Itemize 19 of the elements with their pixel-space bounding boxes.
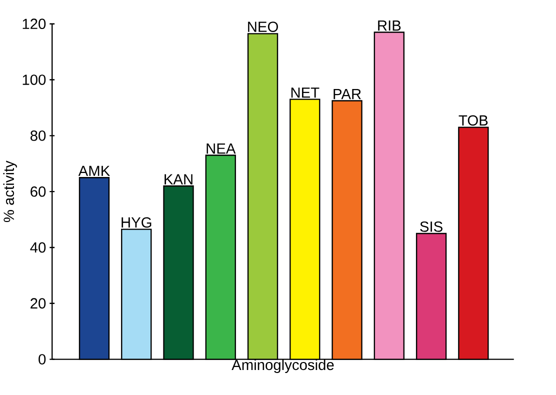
x-tick-label: TOB	[458, 115, 488, 126]
x-tick-label: SIS	[420, 221, 442, 232]
y-tick-label: 120	[22, 18, 46, 30]
y-tick-label: 0	[38, 354, 46, 364]
x-tick-label: KAN	[164, 174, 192, 184]
y-tick-label: 80	[30, 130, 46, 141]
x-tick-label: HYG	[122, 217, 152, 228]
y-tick-label: 60	[30, 186, 46, 197]
x-tick-label: PAR	[334, 88, 361, 100]
y-tick-label: 20	[30, 298, 46, 309]
x-tick-label: NEO	[248, 22, 278, 32]
y-axis-title: % activity	[3, 160, 17, 222]
x-tick-label: AMK	[78, 166, 110, 176]
y-tick-label: 100	[22, 74, 46, 85]
x-tick-label: NEA	[206, 143, 236, 154]
y-tick-label: 40	[30, 242, 46, 253]
x-axis-title: Aminoglycoside	[232, 359, 334, 373]
x-tick-label: NET	[291, 88, 320, 98]
x-tick-label: RIB	[378, 20, 401, 31]
